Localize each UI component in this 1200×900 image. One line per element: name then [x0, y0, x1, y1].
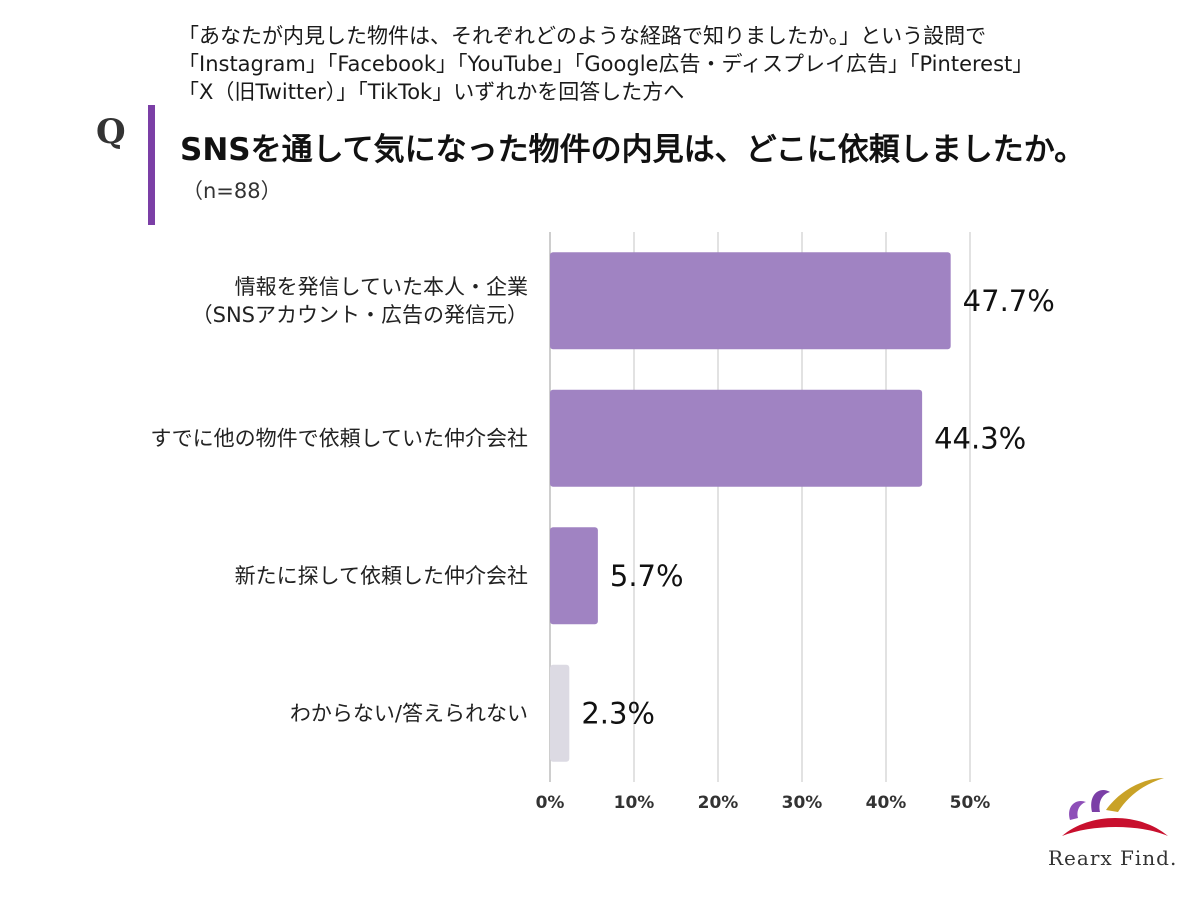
logo-text: Rearx Find.: [1048, 846, 1178, 870]
bar: [550, 664, 570, 762]
preamble-line-1: 「あなたが内見した物件は、それぞれどのような経路で知りましたか。」という設問で: [178, 24, 987, 48]
x-tick-label: 40%: [866, 793, 907, 813]
question-accent-bar: [148, 105, 155, 225]
bar: [550, 527, 598, 625]
data-label: 2.3%: [581, 696, 655, 730]
rearx-find-logo: [1040, 772, 1190, 882]
x-tick-label: 20%: [698, 793, 739, 813]
data-label: 47.7%: [963, 284, 1055, 318]
preamble-line-3: 「X（旧Twitter）」「TikTok」いずれかを回答した方へ: [178, 80, 685, 104]
x-tick-label: 0%: [536, 793, 565, 813]
x-tick-label: 30%: [782, 793, 823, 813]
question-title: SNSを通して気になった物件の内見は、どこに依頼しましたか。: [180, 132, 1086, 168]
category-label: わからない/答えられない: [290, 701, 528, 725]
category-label: 新たに探して依頼した仲介会社: [235, 564, 528, 588]
category-label: すでに他の物件で依頼していた仲介会社: [150, 426, 528, 450]
question-marker: Q: [96, 112, 126, 152]
bar: [550, 389, 923, 487]
category-label: 情報を発信していた本人・企業: [235, 275, 528, 299]
bar: [550, 252, 951, 350]
x-tick-label: 10%: [614, 793, 655, 813]
sample-size: （n=88）: [182, 179, 282, 203]
category-label: （SNSアカウント・広告の発信元）: [192, 303, 528, 327]
logo-mark-icon: [1062, 778, 1168, 836]
x-tick-label: 50%: [950, 793, 991, 813]
data-label: 5.7%: [610, 559, 684, 593]
data-label: 44.3%: [934, 421, 1026, 455]
preamble-line-2: 「Instagram」「Facebook」「YouTube」「Google広告・…: [178, 52, 1034, 76]
preamble: 「あなたが内見した物件は、それぞれどのような経路で知りましたか。」という設問で …: [178, 22, 1178, 106]
